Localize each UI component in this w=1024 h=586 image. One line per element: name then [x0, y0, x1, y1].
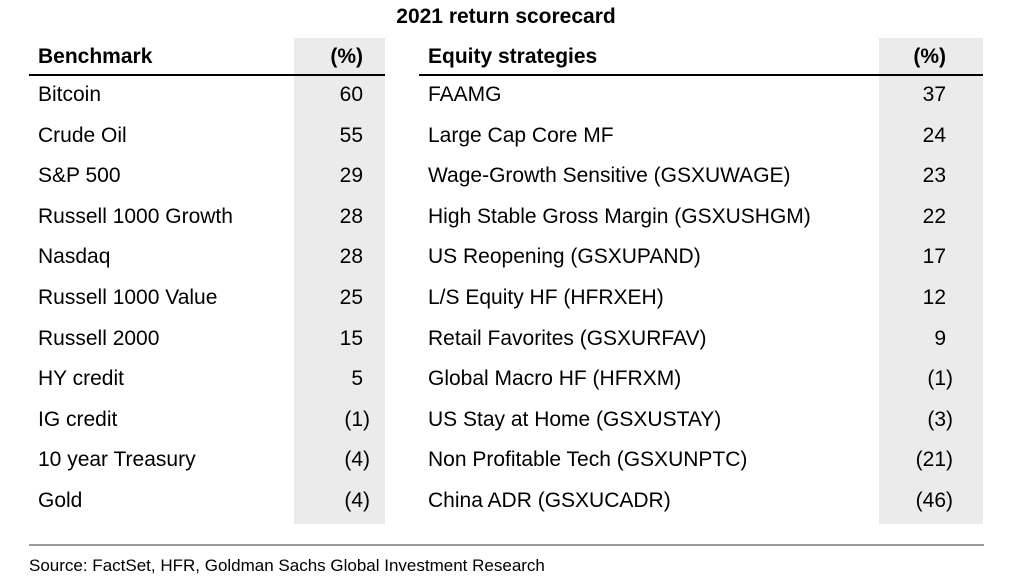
row-value: 29	[339, 164, 363, 188]
row-value: 12	[922, 285, 946, 309]
value-column-shading	[294, 38, 385, 524]
row-value: 28	[339, 245, 363, 269]
equity-strategies-column-header: Equity strategies	[428, 45, 598, 68]
row-value: (46)	[915, 488, 953, 512]
table-row: Non Profitable Tech (GSXUNPTC) (21)	[419, 441, 983, 482]
row-value: 60	[339, 83, 363, 106]
row-name: Large Cap Core MF	[428, 123, 614, 147]
row-name: L/S Equity HF (HFRXEH)	[428, 285, 664, 309]
row-name: Russell 1000 Value	[38, 285, 218, 309]
row-name: IG credit	[38, 407, 118, 431]
row-value: 17	[922, 245, 946, 269]
benchmark-column-header: Benchmark	[38, 45, 153, 68]
table-row: Bitcoin 60	[29, 76, 385, 117]
footer-divider	[29, 544, 984, 546]
scorecard-title: 2021 return scorecard	[396, 5, 616, 28]
row-name: US Reopening (GSXUPAND)	[428, 245, 701, 269]
table-row: L/S Equity HF (HFRXEH) 12	[419, 279, 983, 320]
row-name: S&P 500	[38, 164, 121, 188]
table-row: Large Cap Core MF 24	[419, 117, 983, 158]
table-row: Russell 1000 Value 25	[29, 279, 385, 320]
row-value: 5	[351, 367, 363, 391]
row-name: High Stable Gross Margin (GSXUSHGM)	[428, 204, 811, 228]
row-value: 23	[922, 164, 946, 188]
benchmark-rows: Bitcoin 60 Crude Oil 55 S&P 500 29 Russell 100…	[29, 76, 385, 523]
row-name: Russell 2000	[38, 326, 160, 350]
table-row: S&P 500 29	[29, 157, 385, 198]
row-value: (3)	[927, 407, 953, 431]
value-column-shading	[879, 38, 983, 524]
row-value: (21)	[915, 448, 953, 472]
table-row: Gold (4)	[29, 482, 385, 523]
row-name: HY credit	[38, 367, 124, 391]
table-row: High Stable Gross Margin (GSXUSHGM) 22	[419, 198, 983, 239]
table-row: Wage-Growth Sensitive (GSXUWAGE) 23	[419, 157, 983, 198]
table-row: Russell 2000 15	[29, 320, 385, 361]
row-value: 37	[922, 83, 946, 106]
benchmark-table: Benchmark (%) Bitcoin 60 Crude Oil 55 S&P 50…	[29, 38, 385, 524]
table-row: 10 year Treasury (4)	[29, 441, 385, 482]
source-note: Source: FactSet, HFR, Goldman Sachs Glob…	[29, 556, 545, 575]
row-value: 55	[339, 123, 363, 147]
equity-strategies-table-header: Equity strategies (%)	[419, 38, 983, 76]
row-name: Crude Oil	[38, 123, 127, 147]
row-name: Wage-Growth Sensitive (GSXUWAGE)	[428, 164, 791, 188]
row-name: Global Macro HF (HFRXM)	[428, 367, 682, 391]
table-row: Crude Oil 55	[29, 117, 385, 158]
row-name: Non Profitable Tech (GSXUNPTC)	[428, 448, 748, 472]
table-row: IG credit (1)	[29, 401, 385, 442]
row-value: 22	[922, 204, 946, 228]
row-value: 24	[922, 123, 946, 147]
row-name: Russell 1000 Growth	[38, 204, 233, 228]
table-row: US Stay at Home (GSXUSTAY) (3)	[419, 401, 983, 442]
percent-column-header: (%)	[913, 45, 946, 68]
row-value: 25	[339, 285, 363, 309]
table-row: Russell 1000 Growth 28	[29, 198, 385, 239]
equity-strategies-table: Equity strategies (%) FAAMG 37 Large Cap C…	[419, 38, 983, 524]
table-row: Nasdaq 28	[29, 238, 385, 279]
row-name: Nasdaq	[38, 245, 111, 269]
percent-column-header: (%)	[330, 45, 363, 68]
row-value: 9	[934, 326, 946, 350]
benchmark-table-header: Benchmark (%)	[29, 38, 385, 76]
table-row: Global Macro HF (HFRXM) (1)	[419, 360, 983, 401]
row-name: 10 year Treasury	[38, 448, 196, 472]
row-value: (4)	[344, 448, 370, 472]
table-row: HY credit 5	[29, 360, 385, 401]
row-name: China ADR (GSXUCADR)	[428, 488, 671, 512]
row-name: Bitcoin	[38, 83, 102, 106]
row-name: US Stay at Home (GSXUSTAY)	[428, 407, 722, 431]
table-row: Retail Favorites (GSXURFAV) 9	[419, 320, 983, 361]
table-row: FAAMG 37	[419, 76, 983, 117]
row-name: Gold	[38, 488, 83, 512]
equity-strategies-rows: FAAMG 37 Large Cap Core MF 24 Wage-Growth Se…	[419, 76, 983, 523]
table-row: US Reopening (GSXUPAND) 17	[419, 238, 983, 279]
row-value: (1)	[344, 407, 370, 431]
row-value: (4)	[344, 488, 370, 512]
row-name: FAAMG	[428, 83, 502, 106]
row-value: 28	[339, 204, 363, 228]
row-value: 15	[339, 326, 363, 350]
row-name: Retail Favorites (GSXURFAV)	[428, 326, 707, 350]
table-row: China ADR (GSXUCADR) (46)	[419, 482, 983, 523]
row-value: (1)	[927, 367, 953, 391]
